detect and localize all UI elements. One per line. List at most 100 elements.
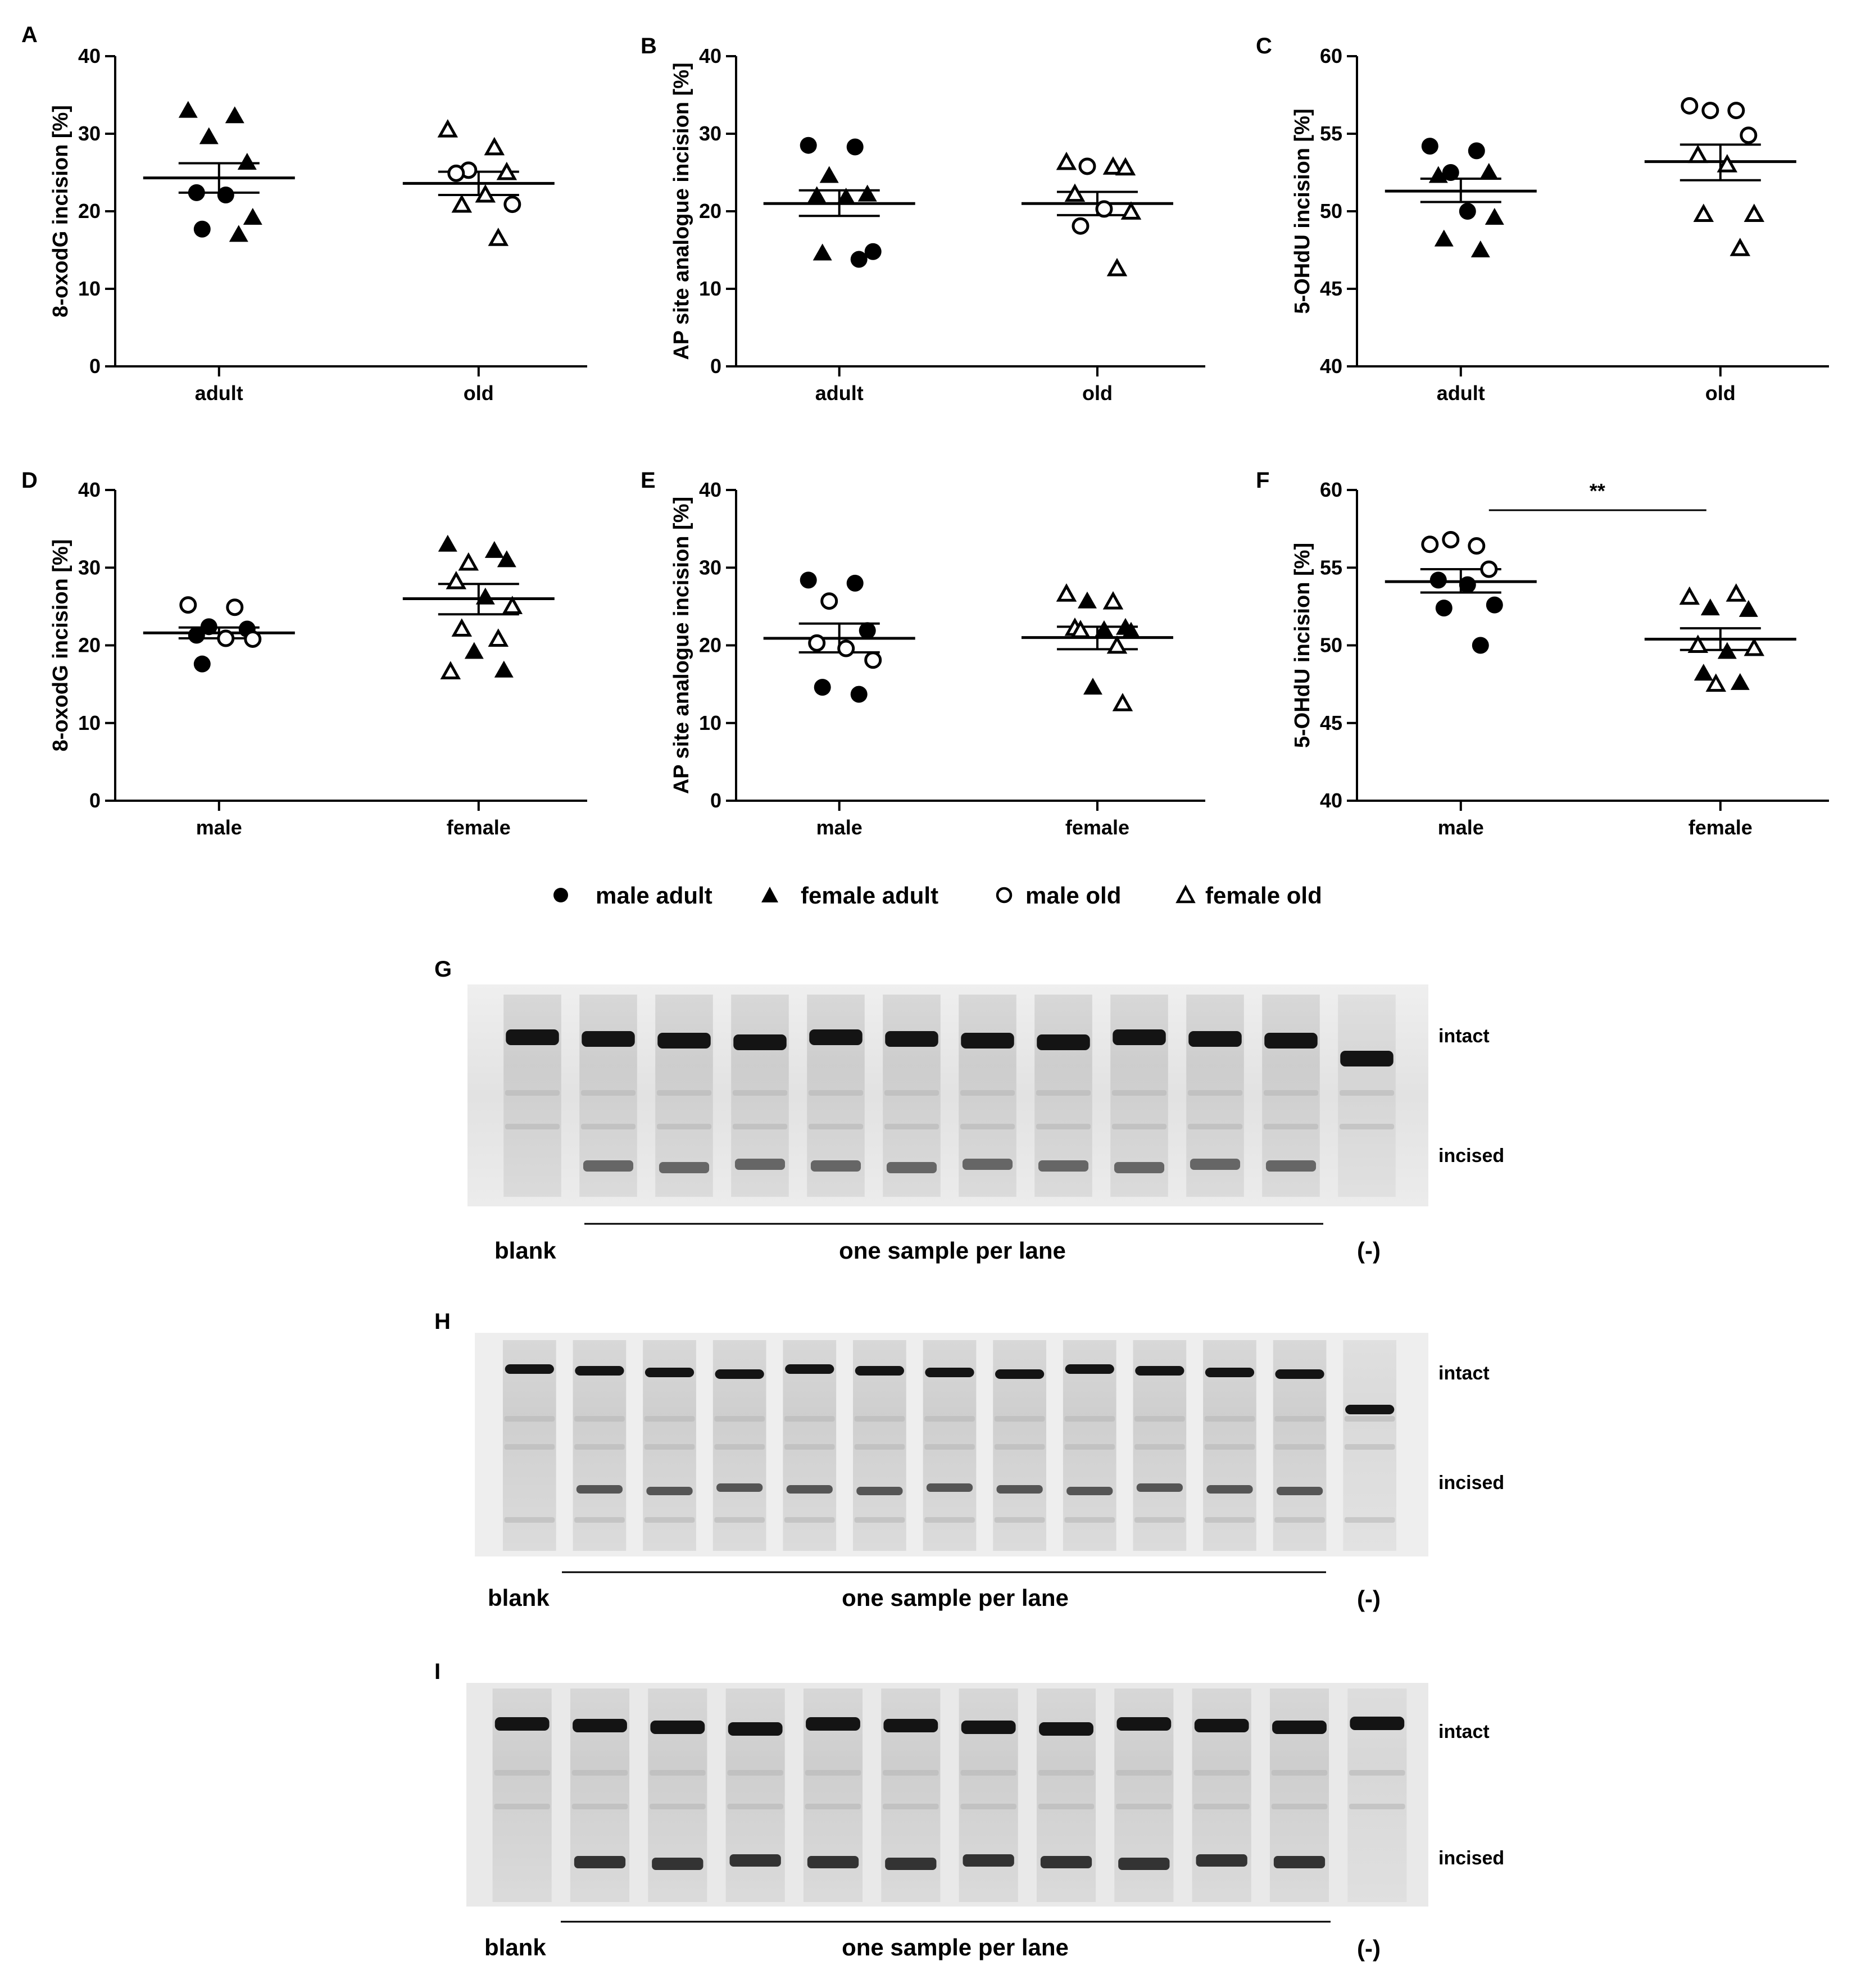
data-point-female-adult (1730, 673, 1750, 690)
x-tick-label-male: male (816, 816, 863, 839)
data-point-female-old (1120, 201, 1142, 220)
gel-faint-band (1349, 1770, 1405, 1776)
intact-band (1039, 1722, 1093, 1736)
data-point-female-old (1693, 203, 1714, 223)
gel-faint-band (1134, 1416, 1185, 1422)
gel-faint-band (494, 1804, 550, 1809)
intact-band (505, 1364, 554, 1374)
intact-band (575, 1366, 624, 1376)
gel-faint-band (644, 1517, 695, 1523)
gel-faint-band (960, 1124, 1015, 1129)
data-point-male-adult (1468, 142, 1485, 160)
data-point-female-adult (813, 243, 832, 261)
data-point-female-adult (1694, 664, 1713, 681)
incised-band (1190, 1159, 1241, 1170)
data-point-female-adult (1121, 621, 1141, 639)
y-tick-label: 40 (1320, 789, 1342, 812)
data-point-female-adult (199, 127, 219, 144)
gel-faint-band (504, 1444, 555, 1450)
gel-faint-band (808, 1124, 864, 1129)
gel-faint-band (1339, 1124, 1395, 1129)
gel-faint-band (805, 1770, 861, 1776)
data-point-female-old (502, 596, 523, 614)
gel-panel-i: I intact incised blank one sample per la… (434, 1659, 1504, 1962)
data-point-male-old (1681, 97, 1699, 115)
gel-faint-band (1134, 1517, 1185, 1523)
x-tick-label-female: female (447, 816, 511, 839)
y-tick-label: 40 (78, 44, 101, 67)
incised-band (963, 1854, 1014, 1867)
intact-band (1037, 1034, 1090, 1050)
x-tick-label-old: old (464, 382, 494, 405)
gel-faint-band (1193, 1804, 1250, 1809)
y-tick-label: 30 (78, 556, 101, 579)
data-point-female-old (1115, 157, 1136, 176)
data-point-female-old (1106, 635, 1128, 654)
gel-faint-band (924, 1416, 975, 1422)
data-point-male-old (217, 629, 235, 647)
gel-faint-band (1339, 1090, 1395, 1096)
legend-label-female-old: female old (1205, 882, 1322, 909)
intact-band (1205, 1368, 1255, 1377)
data-point-male-old (1072, 217, 1090, 235)
data-point-male-old (837, 639, 855, 657)
incised-band (1276, 1487, 1323, 1495)
incised-band (646, 1487, 693, 1495)
incised-band (885, 1858, 937, 1870)
gel-faint-band (1274, 1444, 1325, 1450)
y-axis-title: 5-OHdU incision [%] (1291, 543, 1314, 748)
gel-faint-band (1038, 1770, 1095, 1776)
gel-faint-band (727, 1804, 783, 1809)
gel-faint-band (1344, 1517, 1395, 1523)
y-axis-title: AP site analogue incision [%] (670, 62, 693, 360)
gel-faint-band (994, 1416, 1045, 1422)
samples-label-h: one sample per lane (842, 1585, 1069, 1611)
gel-faint-band (714, 1517, 765, 1523)
data-point-male-adult (864, 243, 882, 260)
intact-band (644, 1368, 695, 1377)
incised-band (1038, 1160, 1089, 1172)
y-tick-label: 40 (1320, 355, 1342, 378)
data-point-female-adult (1470, 240, 1490, 257)
panel-letter-i: I (434, 1659, 441, 1684)
data-point-male-adult (1435, 600, 1453, 617)
intact-band (715, 1369, 764, 1379)
gel-faint-band (650, 1770, 706, 1776)
data-point-male-adult (188, 627, 205, 644)
y-tick-label: 50 (1320, 199, 1342, 223)
data-point-female-old (1705, 673, 1727, 692)
gel-faint-band (574, 1416, 625, 1422)
data-point-male-adult (814, 679, 831, 696)
intact-band (1272, 1721, 1327, 1734)
data-point-male-old (1442, 530, 1460, 548)
data-point-female-adult (438, 534, 457, 552)
gel-faint-band (1036, 1090, 1091, 1096)
data-point-female-adult (807, 186, 827, 203)
legend-marker-female-adult (761, 887, 778, 902)
incised-band (962, 1159, 1013, 1170)
data-point-male-adult (1472, 637, 1489, 654)
incised-band (807, 1856, 859, 1868)
significance-marker: ** (1590, 479, 1605, 502)
data-point-male-old (179, 596, 197, 614)
data-point-male-old (1701, 102, 1719, 120)
gel-faint-band (1187, 1090, 1243, 1096)
incised-band (1196, 1854, 1247, 1867)
panel-letter-g: G (434, 957, 452, 982)
data-point-female-adult (819, 166, 839, 183)
panel-c-chart: C 40 45 50 55 60 5-OHdU incision [%] adult old (1256, 34, 1829, 405)
gel-faint-band (784, 1416, 835, 1422)
incised-band (1265, 1160, 1317, 1172)
gel-faint-band (784, 1444, 835, 1450)
gel-lane (1036, 1689, 1096, 1902)
data-point-female-adult (243, 208, 262, 225)
gel-faint-band (1344, 1444, 1395, 1450)
incised-band (734, 1159, 786, 1170)
data-point-female-old (1744, 637, 1765, 656)
gel-faint-band (644, 1444, 695, 1450)
data-point-male-old (503, 196, 521, 214)
panel-letter-f: F (1256, 468, 1269, 493)
gel-faint-band (883, 1804, 939, 1809)
incised-band (996, 1485, 1043, 1494)
gel-faint-band (571, 1770, 628, 1776)
